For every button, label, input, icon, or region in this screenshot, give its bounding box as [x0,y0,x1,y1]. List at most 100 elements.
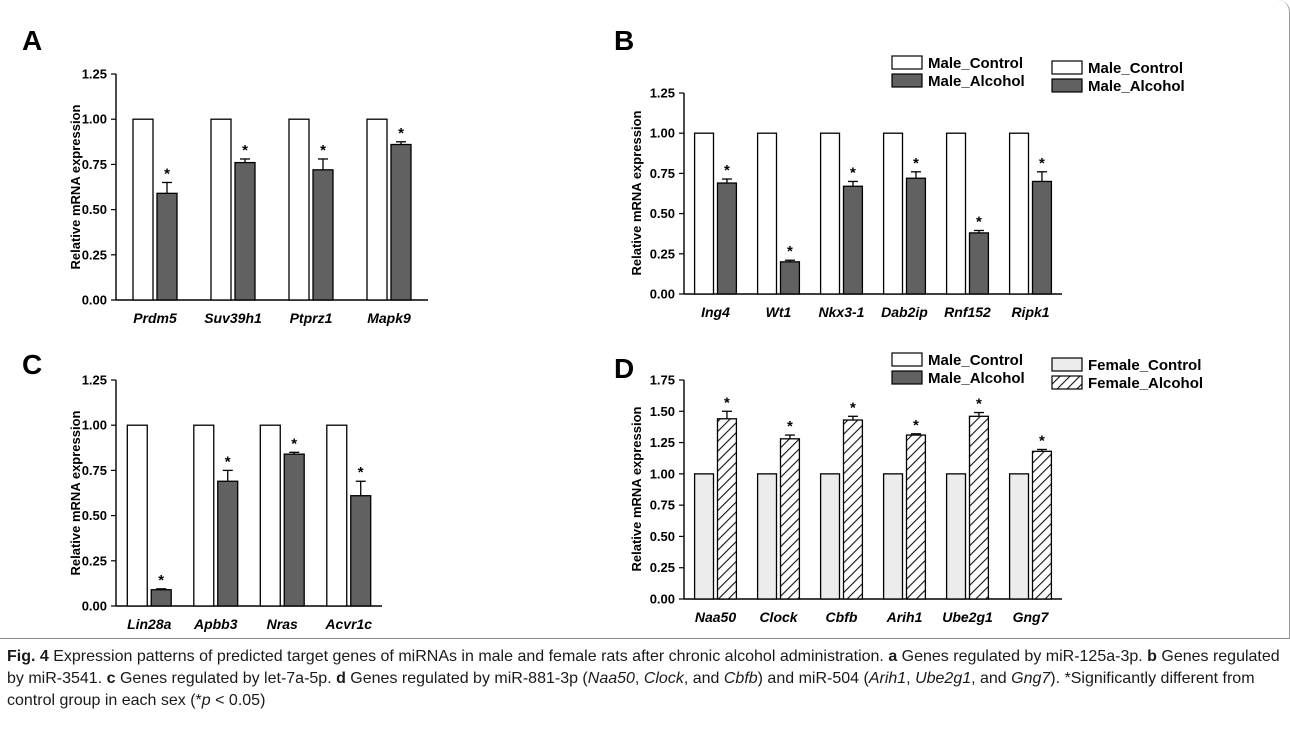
significance-star: * [320,142,326,159]
legend-label: Female_Alcohol [1088,375,1203,392]
panel-letter: D [614,353,634,384]
bar-female-control [1008,473,1030,600]
significance-star: * [358,464,364,481]
panel-letter: A [22,25,42,56]
caption-sep: , and [683,670,724,687]
y-tick-label: 0.00 [82,599,107,614]
bar-male-alcohol [234,161,256,301]
caption-a-text: Genes regulated by miR-125a-3p. [897,648,1148,665]
bar-female-control [819,473,841,600]
caption-sep: , [634,670,644,687]
significance-star: * [398,125,404,142]
bar-male-alcohol [390,143,412,301]
category-label: Nras [267,616,298,632]
caption-gene: Ube2g1 [915,670,972,687]
y-tick-label: 0.75 [82,463,107,478]
category-label: Naa50 [695,609,736,625]
y-tick-label: 0.25 [650,560,675,575]
caption-sep: , [906,670,916,687]
y-tick-label: 1.00 [650,126,675,141]
bar-female-control [882,473,904,600]
bar-male-control [132,118,154,301]
y-tick-label: 1.25 [650,435,675,450]
legend-label: Female_Control [1088,357,1201,374]
caption-gene: Cbfb [723,670,758,687]
significance-star: * [158,572,164,589]
bar-male-control [193,424,215,607]
bar-male-control [945,132,967,295]
category-label: Dab2ip [881,304,928,320]
bar-male-control [693,132,715,295]
caption-b-text: Genes regulated by miR-3541. [7,648,1280,687]
y-axis-title: Relative mRNA expression [68,104,83,269]
bar-male-alcohol [156,192,178,301]
y-tick-label: 0.25 [650,246,675,261]
significance-star: * [913,417,919,434]
significance-star: * [291,435,297,452]
legend-swatch [1051,60,1083,75]
y-tick-label: 1.75 [650,373,675,388]
y-tick-label: 1.00 [650,466,675,481]
bar-male-alcohol [1031,180,1053,295]
caption-p-text: < 0.05) [210,692,266,709]
significance-star: * [164,165,170,182]
y-tick-label: 0.75 [82,157,107,172]
bar-male-alcohol [905,177,927,295]
panel-letter: B [614,25,634,56]
category-label: Acvr1c [324,616,372,632]
category-label: Ptprz1 [290,310,333,326]
category-label: Cbfb [826,609,858,625]
caption-d-label: d [336,670,346,687]
caption-main: Expression patterns of predicted target … [48,648,889,665]
bar-female-alcohol [968,415,990,600]
category-label: Lin28a [127,616,172,632]
category-label: Apbb3 [193,616,238,632]
y-tick-label: 0.50 [82,202,107,217]
category-label: Suv39h1 [204,310,262,326]
y-tick-label: 0.25 [82,247,107,262]
caption-c-text: Genes regulated by let-7a-5p. [115,670,337,687]
bar-male-alcohol [283,453,305,607]
caption-c-label: c [106,670,116,687]
bar-male-alcohol [312,169,334,301]
y-tick-label: 0.75 [650,498,675,513]
legend-label: Male_Alcohol [928,370,1025,387]
significance-star: * [1039,155,1045,172]
y-tick-label: 0.50 [82,508,107,523]
legend-swatch [1051,78,1083,93]
bar-male-control [326,424,348,607]
legend-label: Male_Alcohol [928,73,1025,90]
bar-male-control [1008,132,1030,295]
y-tick-label: 0.50 [650,529,675,544]
significance-star: * [1039,432,1045,449]
legend-swatch [891,370,923,385]
significance-star: * [724,394,730,411]
significance-star: * [976,213,982,230]
bar-female-alcohol [779,438,801,600]
bar-male-control [210,118,232,301]
legend-label: Male_Alcohol [1088,78,1185,95]
y-tick-label: 0.00 [82,293,107,308]
category-label: Ube2g1 [942,609,993,625]
bar-female-control [945,473,967,600]
category-label: Wt1 [766,304,792,320]
y-axis-title: Relative mRNA expression [629,110,644,275]
y-tick-label: 0.00 [650,592,675,607]
y-axis-title: Relative mRNA expression [68,410,83,575]
category-label: Arih1 [886,609,923,625]
significance-star: * [225,453,231,470]
y-tick-label: 1.00 [82,418,107,433]
category-label: Ripk1 [1011,304,1049,320]
legend-swatch [1051,375,1083,390]
bar-male-alcohol [150,589,172,607]
panel-letter: C [22,349,42,380]
caption-p-italic: p [201,692,211,709]
bar-male-control [882,132,904,295]
bar-male-control [756,132,778,295]
legend-swatch [891,73,923,88]
y-tick-label: 1.25 [82,373,107,388]
significance-star: * [787,243,793,260]
bar-male-control [126,424,148,607]
figure-caption: Fig. 4 Expression patterns of predicted … [7,646,1285,712]
panel-b: B 0.00 0.25 0.50 0.75 1.00 1.25 Relative mRNA e… [614,25,1185,320]
